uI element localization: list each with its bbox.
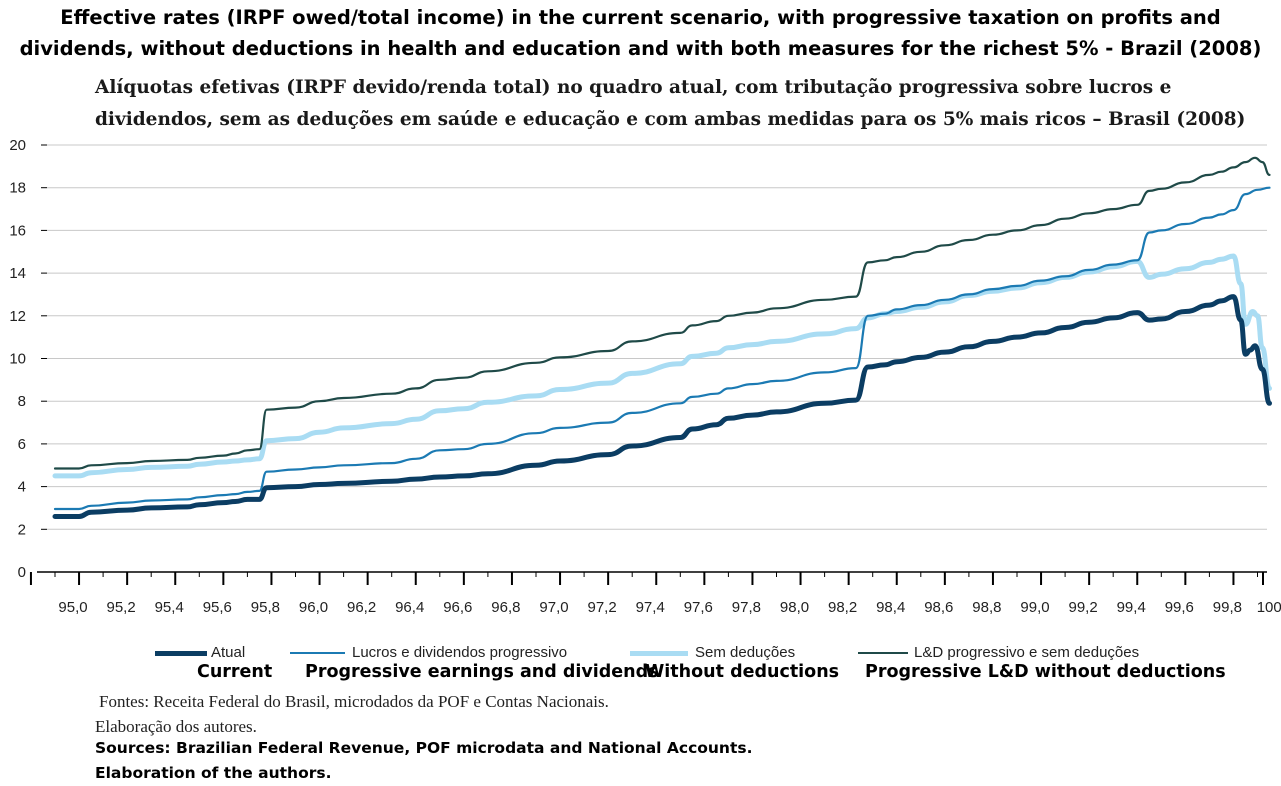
x-tick-label: 99,4 (1117, 599, 1146, 616)
x-tick-label: 96,0 (299, 599, 328, 616)
x-tick-label: 95,2 (106, 599, 135, 616)
source-en-line2: Elaboration of the authors. (95, 764, 332, 782)
legend-swatch-ld (858, 652, 908, 654)
x-tick-label: 95,6 (203, 599, 232, 616)
x-tick-label: 98,4 (876, 599, 905, 616)
chart-title-en: Effective rates (IRPF owed/total income)… (19, 6, 1262, 60)
legend-label-progressive-ld: Progressive L&D without deductions (865, 662, 1226, 682)
x-tick-label: 99,8 (1213, 599, 1242, 616)
y-tick-label: 8 (18, 393, 26, 410)
series-line-0 (52, 294, 1272, 519)
x-tick-label: 99,0 (1020, 599, 1049, 616)
legend-label-progressive-earnings: Progressive earnings and dividends (305, 662, 659, 682)
legend-label-atual: Atual (211, 644, 246, 661)
x-tick-label: 97,2 (587, 599, 616, 616)
x-tick-label: 96,2 (347, 599, 376, 616)
x-tick-label: 97,0 (539, 599, 568, 616)
x-tick-label: 99,6 (1165, 599, 1194, 616)
series-line-2 (52, 253, 1272, 479)
source-pt-line1: Fontes: Receita Federal do Brasil, micro… (99, 692, 609, 711)
y-tick-label: 12 (9, 308, 26, 325)
series-line-1 (53, 186, 1271, 511)
legend-label-without-deductions: Without deductions (645, 662, 840, 682)
series-lines (52, 156, 1272, 519)
legend-label-lucros: Lucros e dividendos progressivo (352, 644, 568, 661)
y-tick-label: 0 (18, 564, 26, 581)
x-tick-label: 98,0 (780, 599, 809, 616)
chart-title-pt: Alíquotas efetivas (IRPF devido/renda to… (95, 77, 1246, 130)
series-line-3 (53, 156, 1271, 470)
y-tick-label: 20 (9, 137, 26, 154)
legend-swatch-lucros (290, 652, 345, 654)
y-tick-label: 2 (18, 521, 26, 538)
x-tick-label: 95,4 (155, 599, 184, 616)
x-tick-label: 98,6 (924, 599, 953, 616)
x-tick-label: 98,2 (828, 599, 857, 616)
x-tick-label: 96,4 (395, 599, 424, 616)
x-tick-label: 97,4 (636, 599, 665, 616)
x-axis: 95,0 95,2 95,4 95,6 95,8 96,0 96,2 96,4 96,6 96,8… (29, 571, 1281, 616)
x-tick-label: 96,6 (443, 599, 472, 616)
source-pt-line2: Elaboração dos autores. (95, 717, 257, 736)
y-tick-label: 4 (18, 479, 26, 496)
y-axis-ticks: 0 2 4 6 8 10 12 14 16 18 20 (9, 137, 47, 581)
x-tick-label: 98,8 (972, 599, 1001, 616)
x-tick-label: 100,0 (1257, 599, 1281, 616)
line-chart: 0 2 4 6 8 10 12 14 16 18 20 95,0 95,2 95,4 95,6 95,8 96… (9, 137, 1281, 616)
legend-swatch-sem-deducoes (630, 651, 688, 656)
x-tick-label: 97,8 (732, 599, 761, 616)
source-en-line1: Sources: Brazilian Federal Revenue, POF … (95, 739, 753, 757)
x-tick-label: 97,6 (684, 599, 713, 616)
y-tick-label: 18 (9, 180, 26, 197)
y-tick-label: 10 (9, 351, 26, 368)
legend-label-current: Current (197, 662, 273, 682)
legend-label-ld: L&D progressivo e sem deduções (914, 644, 1140, 661)
x-tick-label: 99,2 (1068, 599, 1097, 616)
legend-label-sem-deducoes: Sem deduções (695, 644, 796, 661)
x-tick-label: 96,8 (491, 599, 520, 616)
gridlines (47, 144, 1267, 530)
x-tick-label: 95,8 (251, 599, 280, 616)
y-tick-label: 16 (9, 222, 26, 239)
legend-swatch-atual (155, 651, 207, 656)
x-tick-label: 95,0 (58, 599, 87, 616)
y-tick-label: 14 (9, 265, 26, 282)
y-tick-label: 6 (18, 436, 26, 453)
